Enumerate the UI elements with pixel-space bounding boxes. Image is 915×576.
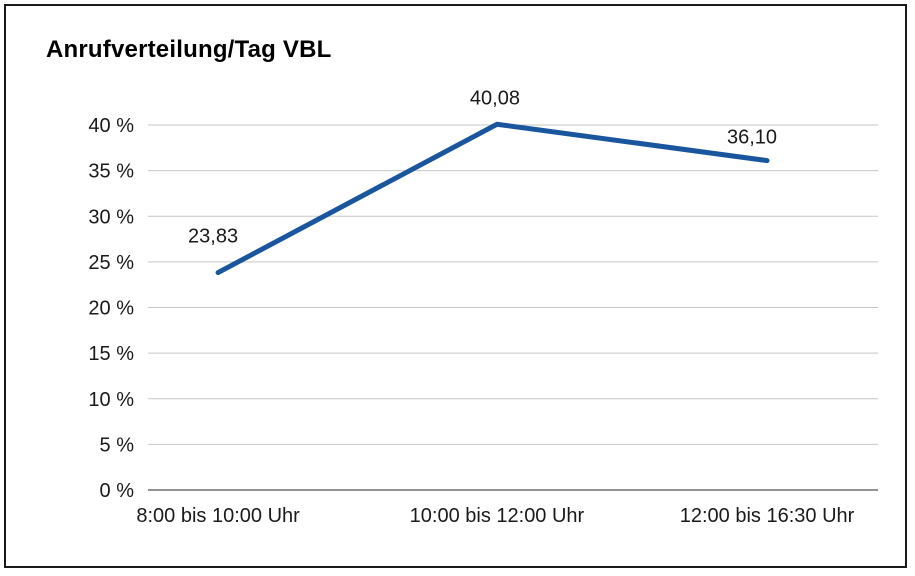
x-category-label: 10:00 bis 12:00 Uhr [410,505,585,527]
x-category-label: 12:00 bis 16:30 Uhr [680,505,855,527]
data-label: 36,10 [727,127,777,149]
y-tick-label: 10 % [88,389,134,411]
data-label: 23,83 [188,226,238,248]
y-tick-label: 25 % [88,252,134,274]
chart-title: Anrufverteilung/Tag VBL [46,36,332,63]
y-tick-label: 15 % [88,343,134,365]
series-line [215,121,770,276]
data-label: 40,08 [470,87,520,109]
y-tick-label: 35 % [88,161,134,183]
y-tick-label: 30 % [88,206,134,228]
y-tick-label: 40 % [88,115,134,137]
y-tick-label: 20 % [88,298,134,320]
x-category-label: 8:00 bis 10:00 Uhr [136,505,300,527]
chart-frame: Anrufverteilung/Tag VBL [4,4,907,568]
y-tick-label: 5 % [100,434,135,456]
y-tick-label: 0 % [100,480,135,502]
